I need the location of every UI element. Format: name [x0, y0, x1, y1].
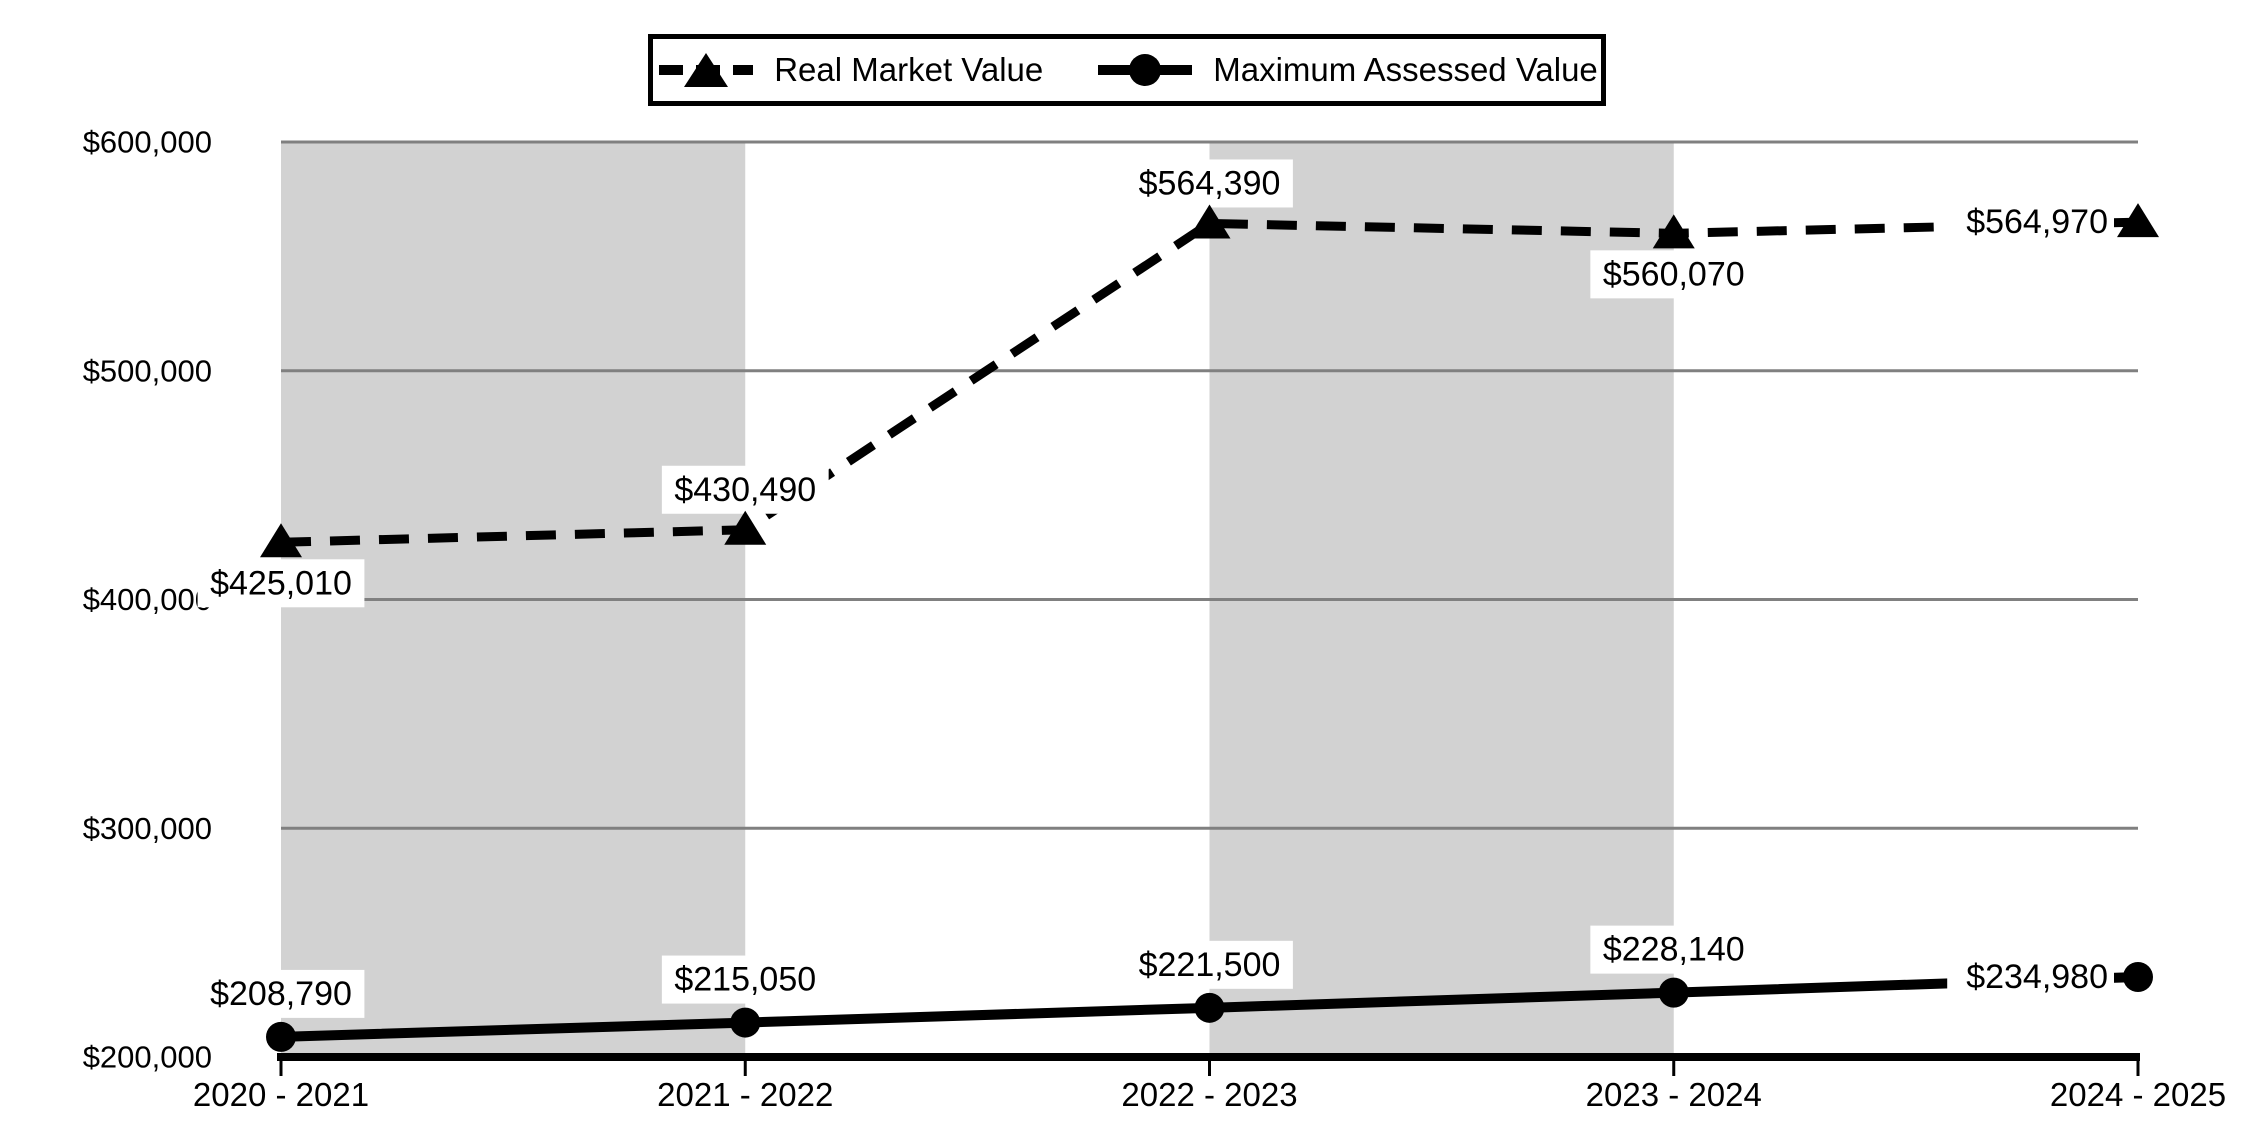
- x-axis-tick-label: 2020 - 2021: [193, 1076, 369, 1113]
- legend-label-real-market-value: Real Market Value: [774, 51, 1044, 88]
- data-label-background: [1590, 250, 1758, 299]
- y-axis-tick-label: $200,000: [83, 1040, 212, 1075]
- triangle-data-marker: [1188, 204, 1231, 239]
- data-point-label: $560,070: [1603, 255, 1745, 293]
- series-line-real-market-value: [280, 217, 2139, 547]
- y-axis-tick-label: $600,000: [83, 125, 212, 160]
- triangle-data-marker: [1652, 214, 1695, 249]
- x-axis-tick-label: 2024 - 2025: [2050, 1076, 2226, 1113]
- circle-data-marker: [1194, 992, 1225, 1023]
- dashed-line-triangle-marker-icon: [659, 53, 754, 87]
- data-label-background: [1947, 198, 2114, 247]
- data-point-label: $564,970: [1966, 203, 2108, 241]
- data-label-background: [661, 465, 829, 514]
- data-point-label: $234,980: [1966, 958, 2108, 996]
- triangle-data-marker: [2117, 203, 2159, 238]
- y-axis-tick-label: $400,000: [83, 582, 212, 617]
- triangle-data-marker: [724, 510, 767, 545]
- triangle-data-marker: [260, 523, 302, 558]
- data-point-label: $228,140: [1603, 931, 1745, 969]
- circle-data-marker: [2123, 961, 2153, 992]
- data-label-background: [197, 969, 365, 1018]
- data-point-label: $430,490: [674, 471, 816, 509]
- data-point-label: $564,390: [1139, 164, 1281, 202]
- data-point-label: $215,050: [674, 961, 816, 999]
- data-point-label: $221,500: [1139, 946, 1281, 984]
- legend-item-real-market-value: Real Market Value: [656, 48, 1043, 92]
- circle-data-marker: [730, 1007, 761, 1038]
- data-label-background: [1947, 952, 2114, 1001]
- data-point-label: $425,010: [210, 564, 352, 602]
- data-label-background: [197, 559, 365, 608]
- legend-item-maximum-assessed-value: Maximum Assessed Value: [1095, 48, 1598, 92]
- chart-legend: Real Market Value Maximum Assessed Value: [648, 34, 1606, 106]
- data-label-background: [1590, 925, 1758, 974]
- solid-line-circle-marker-icon: [1098, 54, 1193, 86]
- data-label-background: [661, 955, 829, 1004]
- x-axis-tick-label: 2022 - 2023: [1121, 1076, 1297, 1113]
- x-axis-tick-label: 2023 - 2024: [1586, 1076, 1762, 1113]
- legend-label-maximum-assessed-value: Maximum Assessed Value: [1213, 51, 1598, 88]
- circle-data-marker: [266, 1021, 296, 1052]
- y-axis-tick-label: $500,000: [83, 353, 212, 388]
- circle-data-marker: [1658, 977, 1689, 1008]
- data-label-background: [1126, 940, 1293, 989]
- x-axis-tick-label: 2021 - 2022: [657, 1076, 833, 1113]
- data-point-label: $208,790: [210, 975, 352, 1013]
- y-axis-tick-label: $300,000: [83, 811, 212, 846]
- data-label-background: [1126, 159, 1293, 208]
